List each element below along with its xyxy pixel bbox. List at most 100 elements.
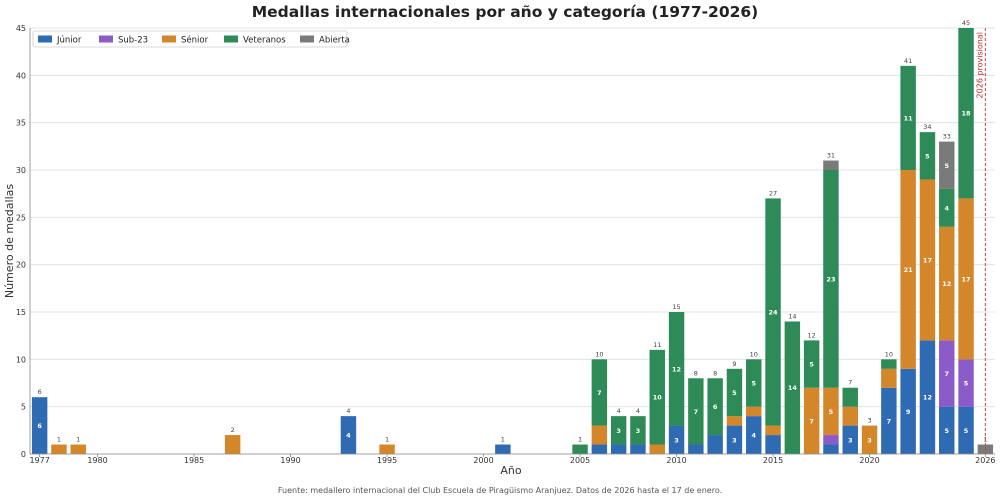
y-axis-label: Número de medallas — [3, 184, 16, 298]
bar-segment — [649, 444, 665, 454]
x-axis-label: Año — [500, 464, 521, 477]
bar-segment — [803, 340, 820, 388]
bar-segment — [668, 312, 685, 426]
bar-segment — [591, 444, 608, 454]
legend: Júnior Sub-23 Sénior Veteranos Abierta — [32, 30, 350, 48]
bar-segment — [958, 28, 974, 199]
bar-total-label: 7 — [848, 379, 852, 387]
legend-entry: Sénior — [181, 35, 209, 46]
bar-total-label: 3 — [867, 417, 871, 425]
bar-segment — [610, 444, 627, 454]
bar-segment — [765, 425, 781, 436]
bar-segment — [649, 349, 665, 445]
bar-segment — [707, 435, 723, 454]
bar-total-label: 1 — [578, 436, 582, 444]
segment-value-label: 5 — [732, 389, 737, 397]
bar-segment — [919, 179, 936, 341]
bar-segment — [823, 160, 839, 170]
bar-segment — [881, 387, 897, 454]
bar-segment — [630, 416, 646, 445]
segment-value-label: 7 — [887, 417, 892, 425]
bar-total-label: 1 — [76, 436, 80, 444]
bar-total-label: 4 — [636, 407, 640, 415]
y-tick-label: 5 — [21, 403, 26, 412]
bar-segment — [746, 416, 762, 454]
x-tick-label: 2015 — [763, 456, 783, 465]
y-tick-label: 0 — [21, 450, 26, 459]
bar-total-label: 8 — [694, 369, 698, 377]
x-tick-label: 2000 — [473, 456, 493, 465]
bar-segment — [939, 340, 955, 407]
segment-value-label: 5 — [751, 380, 756, 388]
bar-segment — [765, 198, 781, 426]
bar-segment — [688, 378, 704, 445]
bar-segment — [379, 444, 395, 454]
bar-total-label: 1 — [385, 436, 389, 444]
segment-value-label: 9 — [906, 408, 911, 416]
bar-segment — [746, 406, 762, 417]
bar-total-label: 27 — [769, 189, 777, 197]
x-tick-label: 1990 — [280, 456, 300, 465]
segment-value-label: 23 — [826, 275, 835, 283]
segment-value-label: 14 — [788, 384, 798, 392]
bar-segment — [900, 368, 916, 454]
bar-total-label: 31 — [827, 152, 835, 160]
bar-segment — [591, 359, 608, 426]
segment-value-label: 12 — [672, 365, 681, 373]
bar-segment — [572, 444, 588, 454]
segment-value-label: 7 — [809, 417, 814, 425]
x-tick-label: 1977 — [29, 456, 49, 465]
legend-entry: Júnior — [56, 36, 82, 46]
chart-caption: Fuente: medallero internacional del Club… — [278, 486, 722, 495]
segment-value-label: 5 — [944, 162, 949, 170]
y-tick-label: 45 — [16, 24, 26, 33]
bar-segment — [861, 425, 878, 454]
bar-total-label: 14 — [788, 312, 796, 320]
bar-total-label: 10 — [885, 350, 893, 358]
segment-value-label: 11 — [904, 114, 914, 122]
bar-segment — [823, 444, 839, 454]
segment-value-label: 5 — [809, 361, 814, 369]
bar-segment — [630, 444, 646, 454]
bar-segment — [900, 65, 916, 170]
legend-box — [32, 30, 348, 48]
bar-total-label: 9 — [732, 360, 736, 368]
segment-value-label: 12 — [942, 280, 951, 288]
bar-total-label: 41 — [904, 57, 912, 65]
y-tick-label: 40 — [16, 71, 26, 80]
legend-swatch — [38, 35, 52, 43]
bar-total-label: 1 — [501, 436, 505, 444]
segment-value-label: 24 — [769, 309, 779, 317]
bar-segment — [881, 368, 897, 388]
y-tick-label: 15 — [16, 308, 26, 317]
y-tick-label: 30 — [16, 166, 26, 175]
bar-total-label: 15 — [672, 303, 680, 311]
segment-value-label: 3 — [732, 436, 737, 444]
segment-value-label: 4 — [944, 204, 949, 212]
bar-segment — [340, 416, 357, 454]
segment-value-label: 4 — [346, 432, 351, 440]
bar-total-label: 6 — [38, 388, 42, 396]
bar-segment — [939, 226, 955, 341]
legend-swatch — [300, 35, 314, 43]
x-tick-label: 2026 — [975, 456, 995, 465]
x-tick-label: 1995 — [377, 456, 397, 465]
segment-value-label: 5 — [944, 427, 949, 435]
bar-segment — [842, 406, 858, 426]
bar-segment — [726, 416, 743, 426]
bar-segment — [668, 425, 685, 454]
segment-value-label: 3 — [674, 436, 679, 444]
bar-segment — [958, 406, 974, 454]
bar-segment — [70, 444, 86, 454]
bar-segment — [958, 359, 974, 407]
bar-segment — [939, 188, 955, 227]
bar-segment — [707, 378, 723, 436]
bar-segment — [919, 132, 936, 180]
bar-segment — [765, 435, 781, 454]
segment-value-label: 17 — [923, 256, 932, 264]
bar-segment — [688, 444, 704, 454]
bar-segment — [958, 198, 974, 360]
bar-segment — [726, 425, 743, 454]
segment-value-label: 3 — [616, 427, 621, 435]
bar-total-label: 10 — [750, 350, 758, 358]
